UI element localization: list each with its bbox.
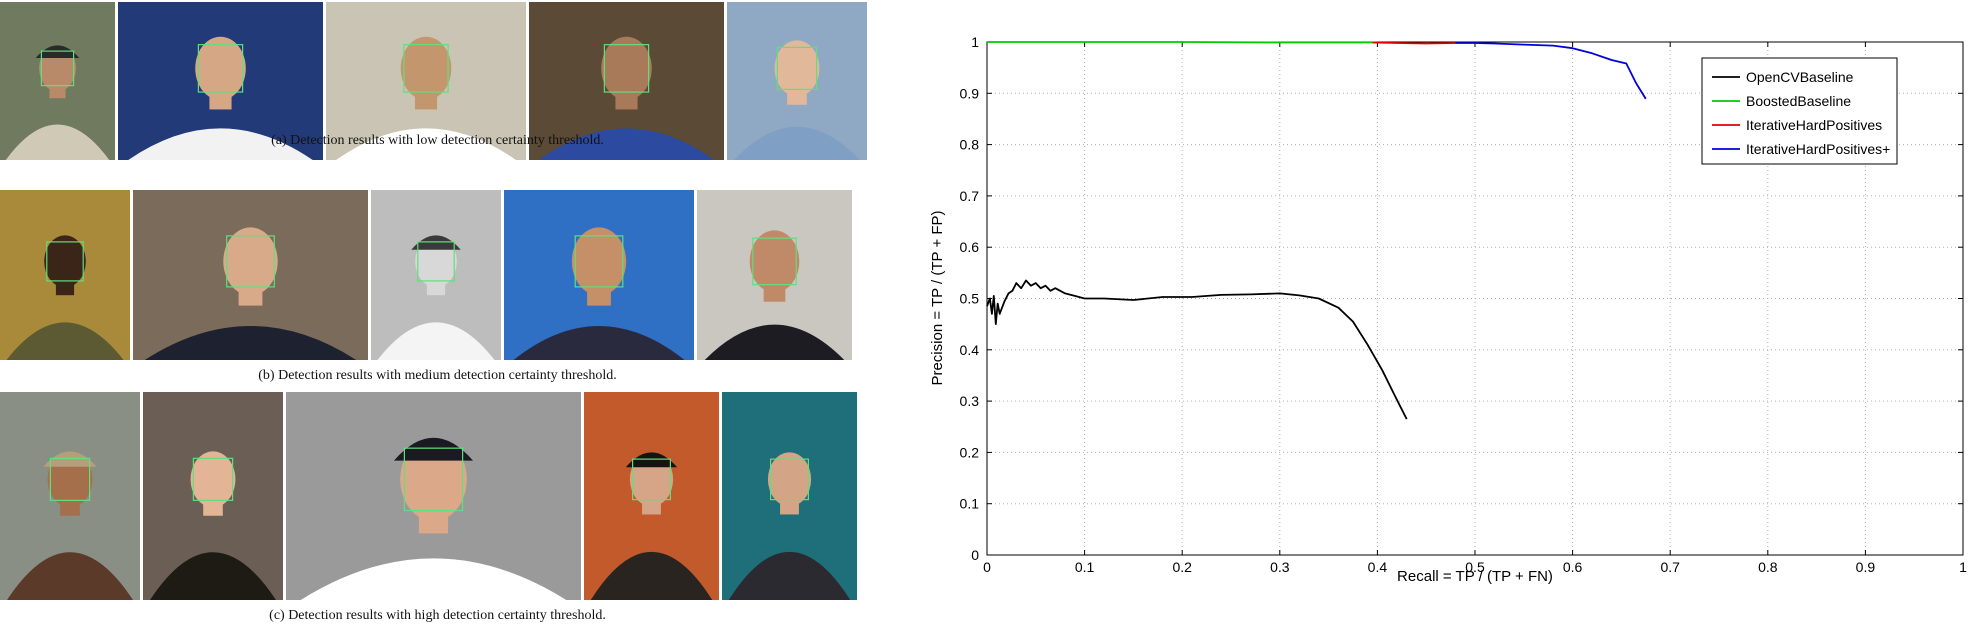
photo-row-low-threshold (0, 2, 875, 160)
face-photo (529, 2, 724, 160)
face-photo (722, 392, 857, 600)
y-tick-label: 0.4 (960, 342, 980, 358)
face-photo (697, 190, 852, 360)
legend: OpenCVBaseline BoostedBaseline IterativeHa… (1701, 57, 1898, 165)
x-tick-label: 0.1 (1075, 559, 1095, 575)
series-line-2 (1372, 41, 1456, 45)
legend-entry-label: BoostedBaseline (1746, 93, 1851, 109)
y-tick-label: 0.3 (960, 393, 980, 409)
legend-entry-label: IterativeHardPositives (1746, 117, 1882, 133)
face-photo (0, 2, 115, 160)
face-photo (371, 190, 501, 360)
x-axis-title: Recall = TP / (TP + FN) (1397, 568, 1553, 585)
y-axis-ticks: 0 0.1 0.2 0.3 0.4 0.5 0.6 0.7 0.8 0.9 1 (960, 34, 1963, 563)
x-tick-label: 0.4 (1368, 559, 1388, 575)
y-tick-label: 0 (971, 547, 979, 563)
legend-entry-label: IterativeHardPositives+ (1746, 141, 1890, 157)
x-tick-label: 0.9 (1856, 559, 1876, 575)
y-tick-label: 0.8 (960, 137, 980, 153)
photo-row-high-threshold (0, 392, 875, 600)
legend-entry-label: OpenCVBaseline (1746, 69, 1854, 85)
face-photo (727, 2, 867, 160)
photo-row-medium-threshold (0, 190, 875, 360)
caption-a: (a) Detection results with low detection… (271, 133, 604, 148)
series-lines (986, 41, 1647, 420)
series-line-1 (987, 41, 1378, 44)
face-photo (118, 2, 323, 160)
face-photo (286, 392, 581, 600)
x-tick-label: 1 (1959, 559, 1967, 575)
series-line-0 (986, 279, 1408, 420)
y-tick-label: 0.5 (960, 291, 980, 307)
series-line-3 (1455, 42, 1647, 100)
y-axis-title: Precision = TP / (TP + FP) (929, 210, 946, 385)
x-tick-label: 0.8 (1758, 559, 1778, 575)
y-tick-label: 0.9 (960, 85, 980, 101)
y-tick-label: 0.1 (960, 496, 980, 512)
x-tick-label: 0.7 (1660, 559, 1680, 575)
face-photo (143, 392, 283, 600)
face-photo (0, 190, 130, 360)
face-photo (584, 392, 719, 600)
face-detection-figure: (a) Detection results with low detection… (0, 0, 880, 631)
y-tick-label: 1 (971, 34, 979, 50)
x-tick-label: 0.5 (1465, 559, 1485, 575)
caption-b: (b) Detection results with medium detect… (258, 368, 617, 383)
face-photo (0, 392, 140, 600)
x-tick-label: 0 (983, 559, 991, 575)
x-tick-label: 0.2 (1172, 559, 1192, 575)
legend-box (1701, 57, 1898, 165)
x-tick-label: 0.3 (1270, 559, 1290, 575)
x-tick-label: 0.6 (1563, 559, 1583, 575)
face-photo (326, 2, 526, 160)
face-photo (504, 190, 694, 360)
y-tick-label: 0.2 (960, 444, 980, 460)
x-axis-ticks: 0 0.1 0.2 0.3 0.4 0.5 0.6 0.7 0.8 0.9 1 (983, 42, 1967, 575)
caption-c: (c) Detection results with high detectio… (269, 608, 606, 623)
precision-recall-chart: 0 0.1 0.2 0.3 0.4 0.5 0.6 0.7 0.8 0.9 1 0 0.1 0.2 0.3… (929, 34, 1967, 585)
face-photo (133, 190, 368, 360)
y-tick-label: 0.7 (960, 188, 980, 204)
y-tick-label: 0.6 (960, 239, 980, 255)
